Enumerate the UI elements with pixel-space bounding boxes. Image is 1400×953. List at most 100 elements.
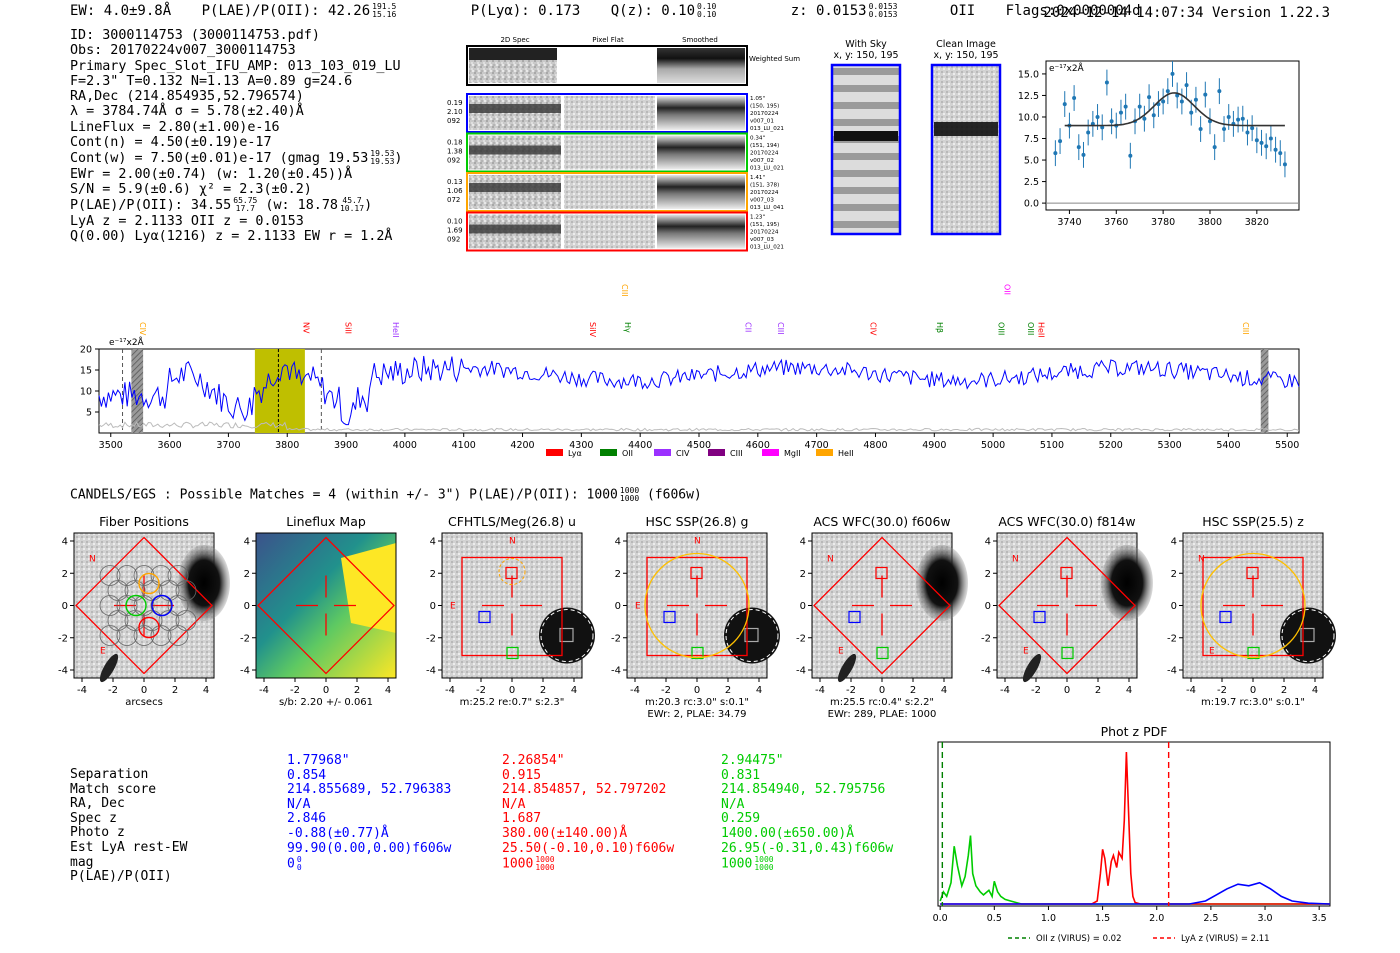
x-tick-label: 5500: [1275, 440, 1299, 451]
match-box-blue: [663, 610, 676, 624]
legend-swatch: [762, 449, 779, 456]
match-value: 214.854857, 52.797202: [502, 782, 667, 798]
x-tick-label: 2: [172, 685, 178, 696]
cutout-caption: arcsecs: [125, 697, 163, 708]
data-point: [1240, 116, 1245, 121]
y-tick-label: -4: [796, 666, 806, 677]
x-tick-label: 4100: [452, 440, 476, 451]
catalog-aperture: [1281, 609, 1335, 662]
match-value: 26.95(-0.31,0.43)f606w: [721, 840, 894, 856]
data-point: [1203, 92, 1208, 97]
bright-star: [724, 607, 780, 664]
compass-e: E: [1023, 647, 1029, 657]
cutout-row-right-label: 013_LU_021: [750, 166, 784, 172]
cutout-row-left-label: 0.13: [447, 178, 463, 186]
x-tick-label: -2: [1217, 685, 1227, 696]
y-tick-label: 0.0: [1024, 199, 1039, 210]
x-tick-label: 3600: [157, 440, 181, 451]
legend-swatch: [600, 449, 617, 456]
catalog-aperture: [725, 609, 779, 662]
photz-title: Phot z PDF: [1101, 724, 1168, 739]
cutout-caption: m:20.3 rc:3.0" s:0.1": [645, 697, 749, 708]
compass-n: N: [1012, 555, 1019, 565]
x-tick-label: 4: [1126, 685, 1132, 696]
cutout-row-left-label: 0.18: [447, 139, 463, 147]
cutout-row-right-label: v007_03: [750, 237, 774, 243]
legend-label: LyA z (VIRUS) = 2.11: [1181, 934, 1270, 944]
info-plae: P(LAE)/P(OII): 34.55 65.75 17.7 (w: 18.78 4…: [70, 196, 373, 214]
y-tick-label: -4: [240, 666, 250, 677]
cutout-panel: Fiber Positions N E -4 -4 -2 -2 0 0 2 2 4 4 arcsecs: [58, 514, 230, 708]
cutout-row-right-label: 20170224: [750, 190, 779, 196]
x-tick-label: 4: [385, 685, 391, 696]
y-tick-label: 4: [800, 537, 806, 548]
match-value: 99.90(0.00,0.00)f606w: [287, 840, 452, 856]
line-label: CIII: [1241, 322, 1250, 335]
match-label: Spec z: [70, 810, 117, 826]
x-tick-label: 3740: [1057, 217, 1081, 228]
legend-swatch: [708, 449, 725, 456]
data-point: [1076, 145, 1081, 150]
data-point: [1128, 153, 1133, 158]
match-box-green: [506, 646, 519, 660]
cutout-caption: EWr: 2, PLAE: 34.79: [647, 709, 746, 720]
y-tick-label: 10: [80, 387, 92, 398]
compass-n: N: [89, 555, 96, 565]
match-value: N/A: [502, 796, 526, 812]
line-label: OII: [1003, 284, 1012, 295]
match-box-blue: [848, 610, 861, 624]
y-tick-label: -2: [240, 633, 250, 644]
x-tick-label: 4600: [746, 440, 770, 451]
line-label: Hβ: [935, 322, 944, 333]
y-tick-label: -2: [611, 633, 621, 644]
x-tick-label: 4700: [805, 440, 829, 451]
match-value: N/A: [721, 796, 745, 812]
line-label: SiIV: [588, 322, 597, 338]
cutout-headers: 2D Spec Pixel Flat Smoothed: [500, 36, 717, 44]
x-tick-label: -4: [77, 685, 87, 696]
full-spectrum-chart: e⁻¹⁷x2Å 3500 3600 3700 3800 3900 4000 4100 4200 4…: [80, 284, 1300, 458]
photz-pdf-chart: Phot z PDF 0.0 0.5 1.0 1.5 2.0 2.5 3.0 3.5 OII z …: [933, 724, 1331, 944]
data-point: [1193, 97, 1198, 102]
y-tick-label: 2: [985, 569, 991, 580]
cutout-row-right-label: v007_02: [750, 158, 774, 164]
y-tick-label: 5: [86, 408, 92, 419]
x-tick-label: 5000: [981, 440, 1005, 451]
y-tick-label: 10.0: [1018, 112, 1039, 123]
cutout-caption: m:25.2 re:0.7" s:2.3": [460, 697, 565, 708]
x-tick-label: 4300: [569, 440, 593, 451]
plae-value: P(LAE)/P(OII): 42.26 191.5 15.16: [201, 2, 397, 20]
crosshair: [1037, 575, 1097, 636]
match-label: mag: [70, 854, 94, 870]
x-tick-label: 1.5: [1095, 913, 1110, 924]
cutout-panel: Lineflux Map -4 -4 -2 -2 0 0 2 2 4 4 s/b: 2.20 +/- …: [240, 514, 397, 708]
y-tick-label: 2.5: [1024, 177, 1039, 188]
catalog-aperture: [540, 609, 594, 662]
data-point: [1245, 130, 1250, 135]
x-tick-label: 0: [141, 685, 147, 696]
match-value: 1.687: [502, 811, 542, 827]
legend-label: CIII: [730, 449, 743, 458]
x-tick-label: -4: [815, 685, 825, 696]
data-point: [1161, 99, 1166, 104]
x-tick-label: 4800: [863, 440, 887, 451]
info-fit: F=2.3" T=0.132 N=1.13 A=0.89 g=24.6: [70, 73, 353, 89]
y-tick-label: 0: [615, 601, 621, 612]
spectrum-unit: e⁻¹⁷x2Å: [109, 336, 145, 348]
match-label: Separation: [70, 767, 149, 782]
match-box-red: [875, 566, 888, 580]
data-point: [1165, 89, 1170, 94]
data-point: [1072, 96, 1077, 101]
match-box-blue: [1033, 610, 1046, 624]
info-id: ID: 3000114753 (3000114753.pdf): [70, 28, 320, 43]
info-ewr: EWr = 2.00(±0.74) (w: 1.20(±0.45))Å: [70, 166, 353, 182]
cutout-row-left-label: 0.10: [447, 218, 463, 226]
legend-swatch: [816, 449, 833, 456]
ifu-footprint: [646, 556, 748, 657]
info-obs: Obs: 20170224v007_3000114753: [70, 43, 296, 59]
y-tick-label: -2: [426, 633, 436, 644]
cutout-row-right-label: 20170224: [750, 151, 779, 157]
compass-n: N: [827, 555, 834, 565]
x-tick-label: -2: [476, 685, 486, 696]
